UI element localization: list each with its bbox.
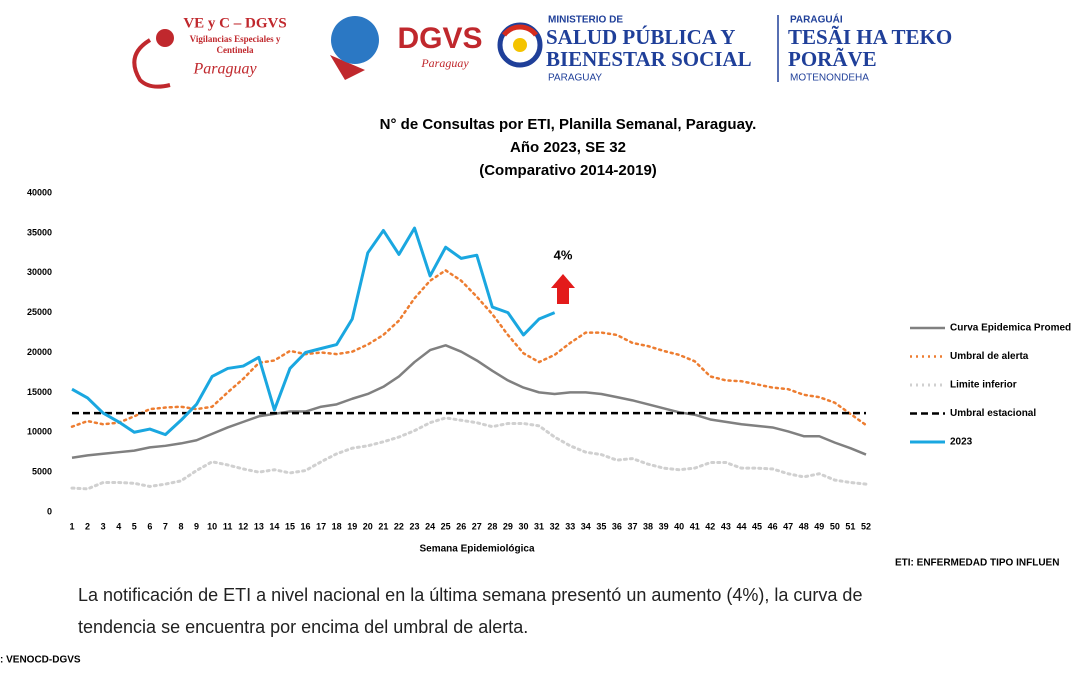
logo-text: MINISTERIO DE <box>548 15 623 26</box>
logo-text: PORÃVE <box>788 47 877 71</box>
y-tick-label: 15000 <box>27 387 52 397</box>
x-tick-label: 35 <box>596 521 606 531</box>
legend-label: Limite inferior <box>950 380 1017 391</box>
logo-text: Centinela <box>217 45 254 55</box>
x-tick-label: 15 <box>285 521 295 531</box>
logo-text: PARAGUÁI <box>790 13 843 26</box>
x-tick-label: 19 <box>347 521 357 531</box>
logo-text: Paraguay <box>192 61 257 78</box>
x-tick-label: 37 <box>627 521 637 531</box>
y-tick-label: 10000 <box>27 427 52 437</box>
logo-text: MOTENONDEHA <box>790 73 869 84</box>
x-tick-label: 2 <box>85 521 90 531</box>
x-tick-label: 8 <box>178 521 183 531</box>
source: : VENOCD-DGVS <box>0 655 81 666</box>
x-tick-label: 45 <box>752 521 762 531</box>
y-tick-label: 40000 <box>27 187 52 197</box>
legend-label: 2023 <box>950 437 973 448</box>
x-tick-label: 20 <box>363 521 373 531</box>
x-tick-label: 39 <box>659 521 669 531</box>
x-tick-label: 52 <box>861 521 871 531</box>
chart-title: Año 2023, SE 32 <box>510 139 626 156</box>
x-axis-label: Semana Epidemiológica <box>419 544 534 555</box>
y-tick-label: 30000 <box>27 267 52 277</box>
x-tick-label: 21 <box>378 521 388 531</box>
x-tick-label: 14 <box>269 521 279 531</box>
x-tick-label: 25 <box>441 521 451 531</box>
x-tick-label: 44 <box>736 521 746 531</box>
x-tick-label: 47 <box>783 521 793 531</box>
x-tick-label: 51 <box>845 521 855 531</box>
legend-label: Curva Epidemica Promed <box>950 323 1071 334</box>
x-tick-label: 9 <box>194 521 199 531</box>
x-tick-label: 5 <box>132 521 137 531</box>
x-tick-label: 31 <box>534 521 544 531</box>
y-tick-label: 20000 <box>27 347 52 357</box>
x-tick-label: 50 <box>830 521 840 531</box>
legend-label: Umbral de alerta <box>950 351 1029 362</box>
x-tick-label: 27 <box>472 521 482 531</box>
chart-title: N° de Consultas por ETI, Planilla Semana… <box>380 116 757 133</box>
series-line <box>70 269 868 428</box>
x-tick-label: 16 <box>301 521 311 531</box>
series-line <box>71 344 867 460</box>
series-line <box>71 226 556 437</box>
paragraph: tendencia se encuentra por encima del um… <box>78 617 528 637</box>
x-tick-label: 7 <box>163 521 168 531</box>
legend-label: Umbral estacional <box>950 408 1036 419</box>
note: ETI: ENFERMEDAD TIPO INFLUEN <box>895 558 1059 569</box>
x-tick-label: 32 <box>550 521 560 531</box>
y-tick-label: 25000 <box>27 307 52 317</box>
x-tick-label: 6 <box>147 521 152 531</box>
logo-text: PARAGUAY <box>548 73 602 84</box>
logo-ministry: MINISTERIO DE SALUD PÚBLICA Y BIENESTAR … <box>497 13 952 84</box>
annotation: 4% <box>554 247 573 262</box>
x-tick-label: 46 <box>768 521 778 531</box>
x-tick-label: 1 <box>69 521 74 531</box>
x-tick-label: 13 <box>254 521 264 531</box>
arrow-up <box>551 274 575 304</box>
logo-text: DGVS <box>397 22 482 55</box>
x-tick-label: 24 <box>425 521 435 531</box>
y-tick-label: 35000 <box>27 227 52 237</box>
x-tick-label: 29 <box>503 521 513 531</box>
chart-title: (Comparativo 2014-2019) <box>479 162 657 179</box>
paragraph: La notificación de ETI a nivel nacional … <box>78 585 862 605</box>
x-tick-label: 30 <box>518 521 528 531</box>
logo-text: BIENESTAR SOCIAL <box>546 47 752 71</box>
x-tick-label: 12 <box>238 521 248 531</box>
x-tick-label: 4 <box>116 521 121 531</box>
logo-text: Vigilancias Especiales y <box>190 34 281 44</box>
x-tick-label: 26 <box>456 521 466 531</box>
x-tick-label: 49 <box>814 521 824 531</box>
series-line <box>70 416 868 491</box>
x-tick-label: 43 <box>721 521 731 531</box>
x-tick-label: 23 <box>410 521 420 531</box>
x-tick-label: 40 <box>674 521 684 531</box>
x-tick-label: 48 <box>799 521 809 531</box>
x-tick-label: 11 <box>223 521 233 531</box>
logo-text: Paraguay <box>420 56 469 70</box>
x-tick-label: 38 <box>643 521 653 531</box>
x-tick-label: 17 <box>316 521 326 531</box>
x-tick-label: 34 <box>581 521 591 531</box>
y-tick-label: 0 <box>47 506 52 516</box>
x-tick-label: 18 <box>332 521 342 531</box>
logo-text: SALUD PÚBLICA Y <box>546 25 735 49</box>
x-tick-label: 22 <box>394 521 404 531</box>
x-tick-label: 28 <box>487 521 497 531</box>
logo-dgvs: DGVS Paraguay <box>330 16 483 80</box>
x-tick-label: 10 <box>207 521 217 531</box>
logo-vyc: VE y C – DGVS Vigilancias Especiales y C… <box>132 15 287 89</box>
x-tick-label: 33 <box>565 521 575 531</box>
x-tick-label: 41 <box>690 521 700 531</box>
x-tick-label: 3 <box>101 521 106 531</box>
x-tick-label: 42 <box>705 521 715 531</box>
logo-text: VE y C – DGVS <box>183 15 286 31</box>
logo-text: TESÃI HA TEKO <box>788 25 952 49</box>
y-tick-label: 5000 <box>32 467 52 477</box>
x-tick-label: 36 <box>612 521 622 531</box>
